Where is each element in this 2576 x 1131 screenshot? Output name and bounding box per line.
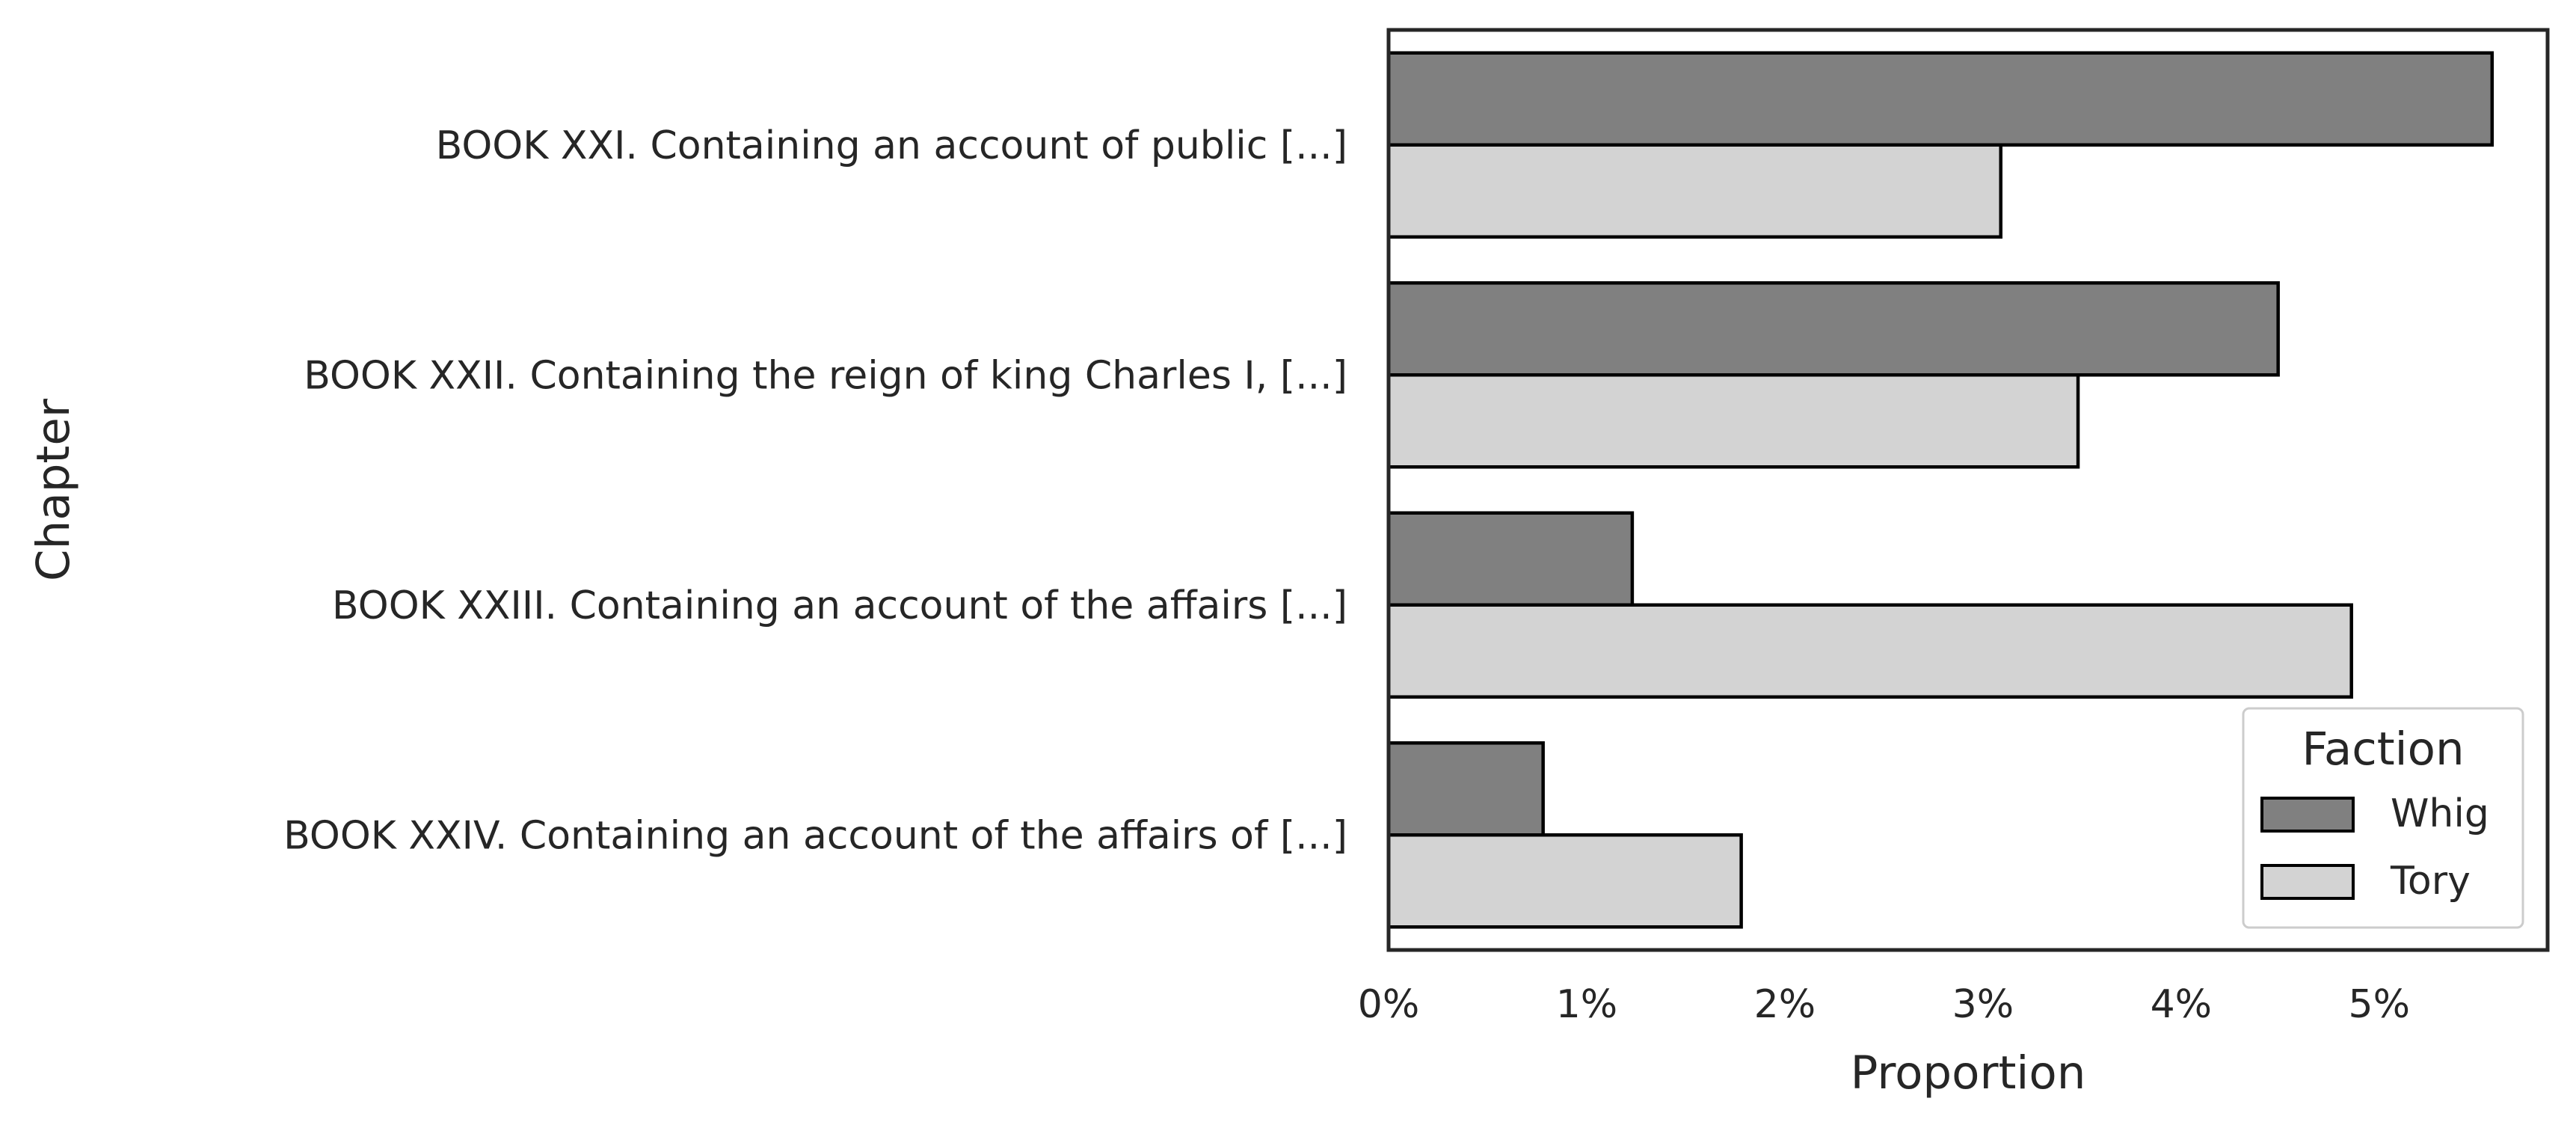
category-label: BOOK XXI. Containing an account of publi… — [436, 123, 1347, 168]
x-axis-title: Proportion — [1851, 1046, 2086, 1100]
legend-label-tory: Tory — [2390, 859, 2471, 904]
bars-layer — [1386, 51, 2494, 929]
bar-tory-2 — [1386, 373, 2080, 469]
x-tick-label: 4% — [2151, 982, 2213, 1027]
legend-swatch-whig — [2260, 797, 2355, 833]
plot-frame — [1386, 28, 2550, 952]
bar-whig-1 — [1386, 51, 2494, 147]
bar-tory-3 — [1386, 603, 2353, 699]
x-tick-label: 0% — [1358, 982, 1420, 1027]
x-tick-label: 1% — [1556, 982, 1618, 1027]
bar-tory-1 — [1386, 143, 2002, 239]
y-tick-labels: BOOK XXI. Containing an account of publi… — [283, 123, 1347, 859]
x-tick-label: 2% — [1754, 982, 1816, 1027]
legend: Faction Whig Tory — [2242, 707, 2524, 929]
x-tick-labels: 0% 1% 2% 3% 4% 5% — [1358, 982, 2410, 1027]
legend-label-whig: Whig — [2391, 791, 2489, 836]
y-axis-title: Chapter — [27, 398, 80, 581]
bar-whig-3 — [1386, 511, 1635, 607]
category-label: BOOK XXIII. Containing an account of the… — [332, 583, 1347, 628]
bar-whig-2 — [1386, 281, 2280, 377]
legend-title: Faction — [2302, 723, 2464, 776]
bar-tory-4 — [1386, 833, 1743, 929]
bar-whig-4 — [1386, 741, 1545, 837]
x-tick-label: 3% — [1952, 982, 2014, 1027]
x-tick-label: 5% — [2349, 982, 2411, 1027]
legend-swatch-tory — [2260, 864, 2355, 900]
category-label: BOOK XXIV. Containing an account of the … — [283, 813, 1347, 858]
category-label: BOOK XXII. Containing the reign of king … — [304, 353, 1347, 398]
legend-items: Whig Tory — [2260, 791, 2489, 904]
